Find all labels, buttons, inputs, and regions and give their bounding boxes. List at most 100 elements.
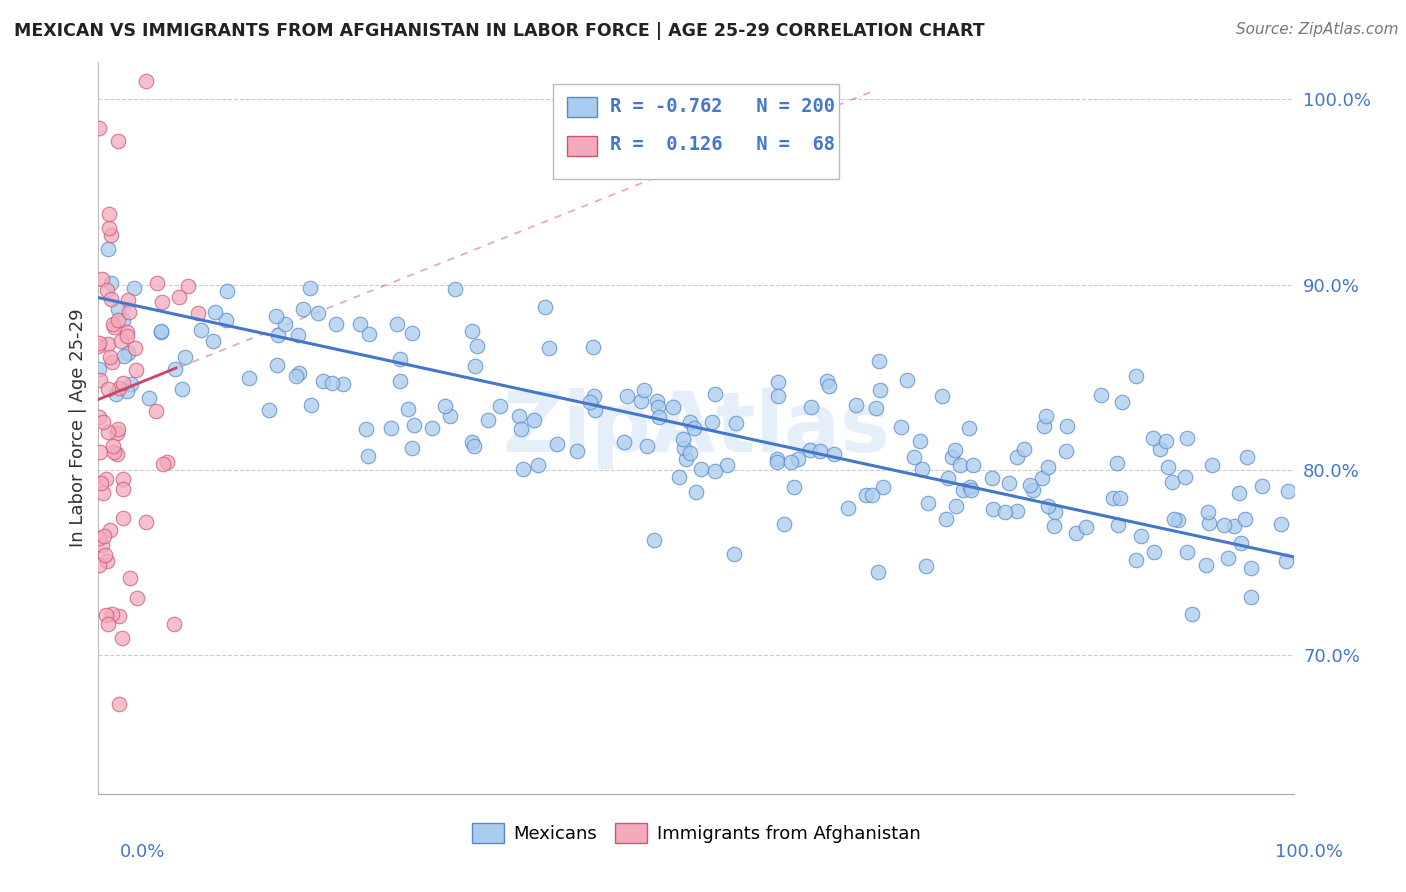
Point: [1036, 499, 1059, 513]
Point: [949, 458, 972, 472]
Point: [97, 616, 120, 631]
Point: [238, 371, 260, 385]
Point: [105, 386, 128, 401]
Point: [89, 532, 111, 546]
Point: [981, 471, 1004, 485]
Point: [163, 616, 186, 631]
Point: [512, 461, 534, 475]
Point: [661, 401, 683, 415]
Point: [1175, 545, 1198, 559]
Point: [145, 276, 167, 290]
Point: [703, 386, 725, 401]
Point: [434, 399, 457, 413]
Point: [259, 403, 281, 417]
Point: [962, 458, 984, 473]
Point: [89, 445, 111, 459]
Point: [112, 472, 135, 486]
Point: [97, 382, 120, 396]
Point: [299, 398, 322, 412]
Point: [89, 373, 111, 387]
Point: [1218, 551, 1240, 566]
Point: [274, 317, 297, 331]
Point: [1107, 518, 1129, 533]
Point: [465, 338, 488, 352]
Point: [1198, 516, 1220, 531]
Point: [723, 547, 745, 561]
Point: [87, 362, 110, 376]
Point: [202, 334, 225, 348]
Point: [1031, 471, 1053, 485]
Point: [91, 486, 114, 500]
Point: [87, 339, 110, 353]
Legend: Mexicans, Immigrants from Afghanistan: Mexicans, Immigrants from Afghanistan: [464, 815, 928, 851]
Point: [120, 377, 142, 392]
Point: [357, 449, 380, 463]
Point: [100, 607, 122, 622]
Point: [396, 401, 419, 416]
Point: [284, 368, 307, 383]
Point: [321, 376, 343, 390]
Point: [401, 441, 423, 455]
Point: [112, 350, 135, 364]
Point: [868, 354, 890, 368]
Point: [464, 359, 486, 373]
Point: [936, 471, 959, 485]
Point: [567, 444, 589, 458]
Point: [1234, 512, 1257, 526]
Point: [773, 516, 796, 531]
Point: [463, 439, 485, 453]
Point: [477, 413, 499, 427]
Text: MEXICAN VS IMMIGRANTS FROM AFGHANISTAN IN LABOR FORCE | AGE 25-29 CORRELATION CH: MEXICAN VS IMMIGRANTS FROM AFGHANISTAN I…: [14, 22, 984, 40]
Point: [112, 376, 135, 391]
Point: [288, 366, 311, 380]
Point: [461, 324, 484, 338]
Point: [107, 134, 129, 148]
Point: [911, 462, 934, 476]
Point: [645, 394, 668, 409]
Point: [312, 374, 335, 388]
Point: [1160, 475, 1182, 489]
Point: [420, 421, 443, 435]
Point: [724, 416, 747, 430]
Point: [782, 480, 804, 494]
Point: [122, 281, 145, 295]
Point: [112, 511, 135, 525]
Point: [354, 422, 377, 436]
Point: [1143, 544, 1166, 558]
Point: [103, 319, 125, 334]
Text: 100.0%: 100.0%: [1275, 843, 1343, 861]
Text: ZipAtlas: ZipAtlas: [502, 388, 890, 468]
Point: [89, 410, 111, 425]
Point: [103, 318, 125, 332]
Point: [1163, 512, 1185, 526]
Point: [103, 444, 125, 458]
Point: [1149, 442, 1171, 456]
Point: [616, 389, 638, 403]
Point: [105, 425, 128, 440]
Point: [1240, 590, 1263, 604]
Point: [125, 363, 148, 377]
Point: [983, 501, 1005, 516]
Point: [127, 591, 149, 605]
Point: [613, 434, 636, 449]
Point: [87, 558, 110, 573]
Point: [1066, 525, 1088, 540]
Point: [98, 350, 121, 364]
FancyBboxPatch shape: [567, 97, 596, 118]
Point: [1125, 369, 1147, 384]
Point: [703, 463, 725, 477]
Point: [89, 120, 111, 135]
Point: [945, 499, 967, 513]
Point: [869, 383, 891, 397]
Point: [118, 305, 141, 319]
Point: [994, 505, 1017, 519]
Point: [1129, 528, 1152, 542]
Point: [389, 375, 412, 389]
Point: [138, 391, 160, 405]
Point: [94, 548, 117, 562]
Point: [780, 455, 803, 469]
Point: [1022, 483, 1045, 497]
Point: [332, 376, 354, 391]
Point: [799, 443, 821, 458]
Point: [583, 402, 606, 417]
